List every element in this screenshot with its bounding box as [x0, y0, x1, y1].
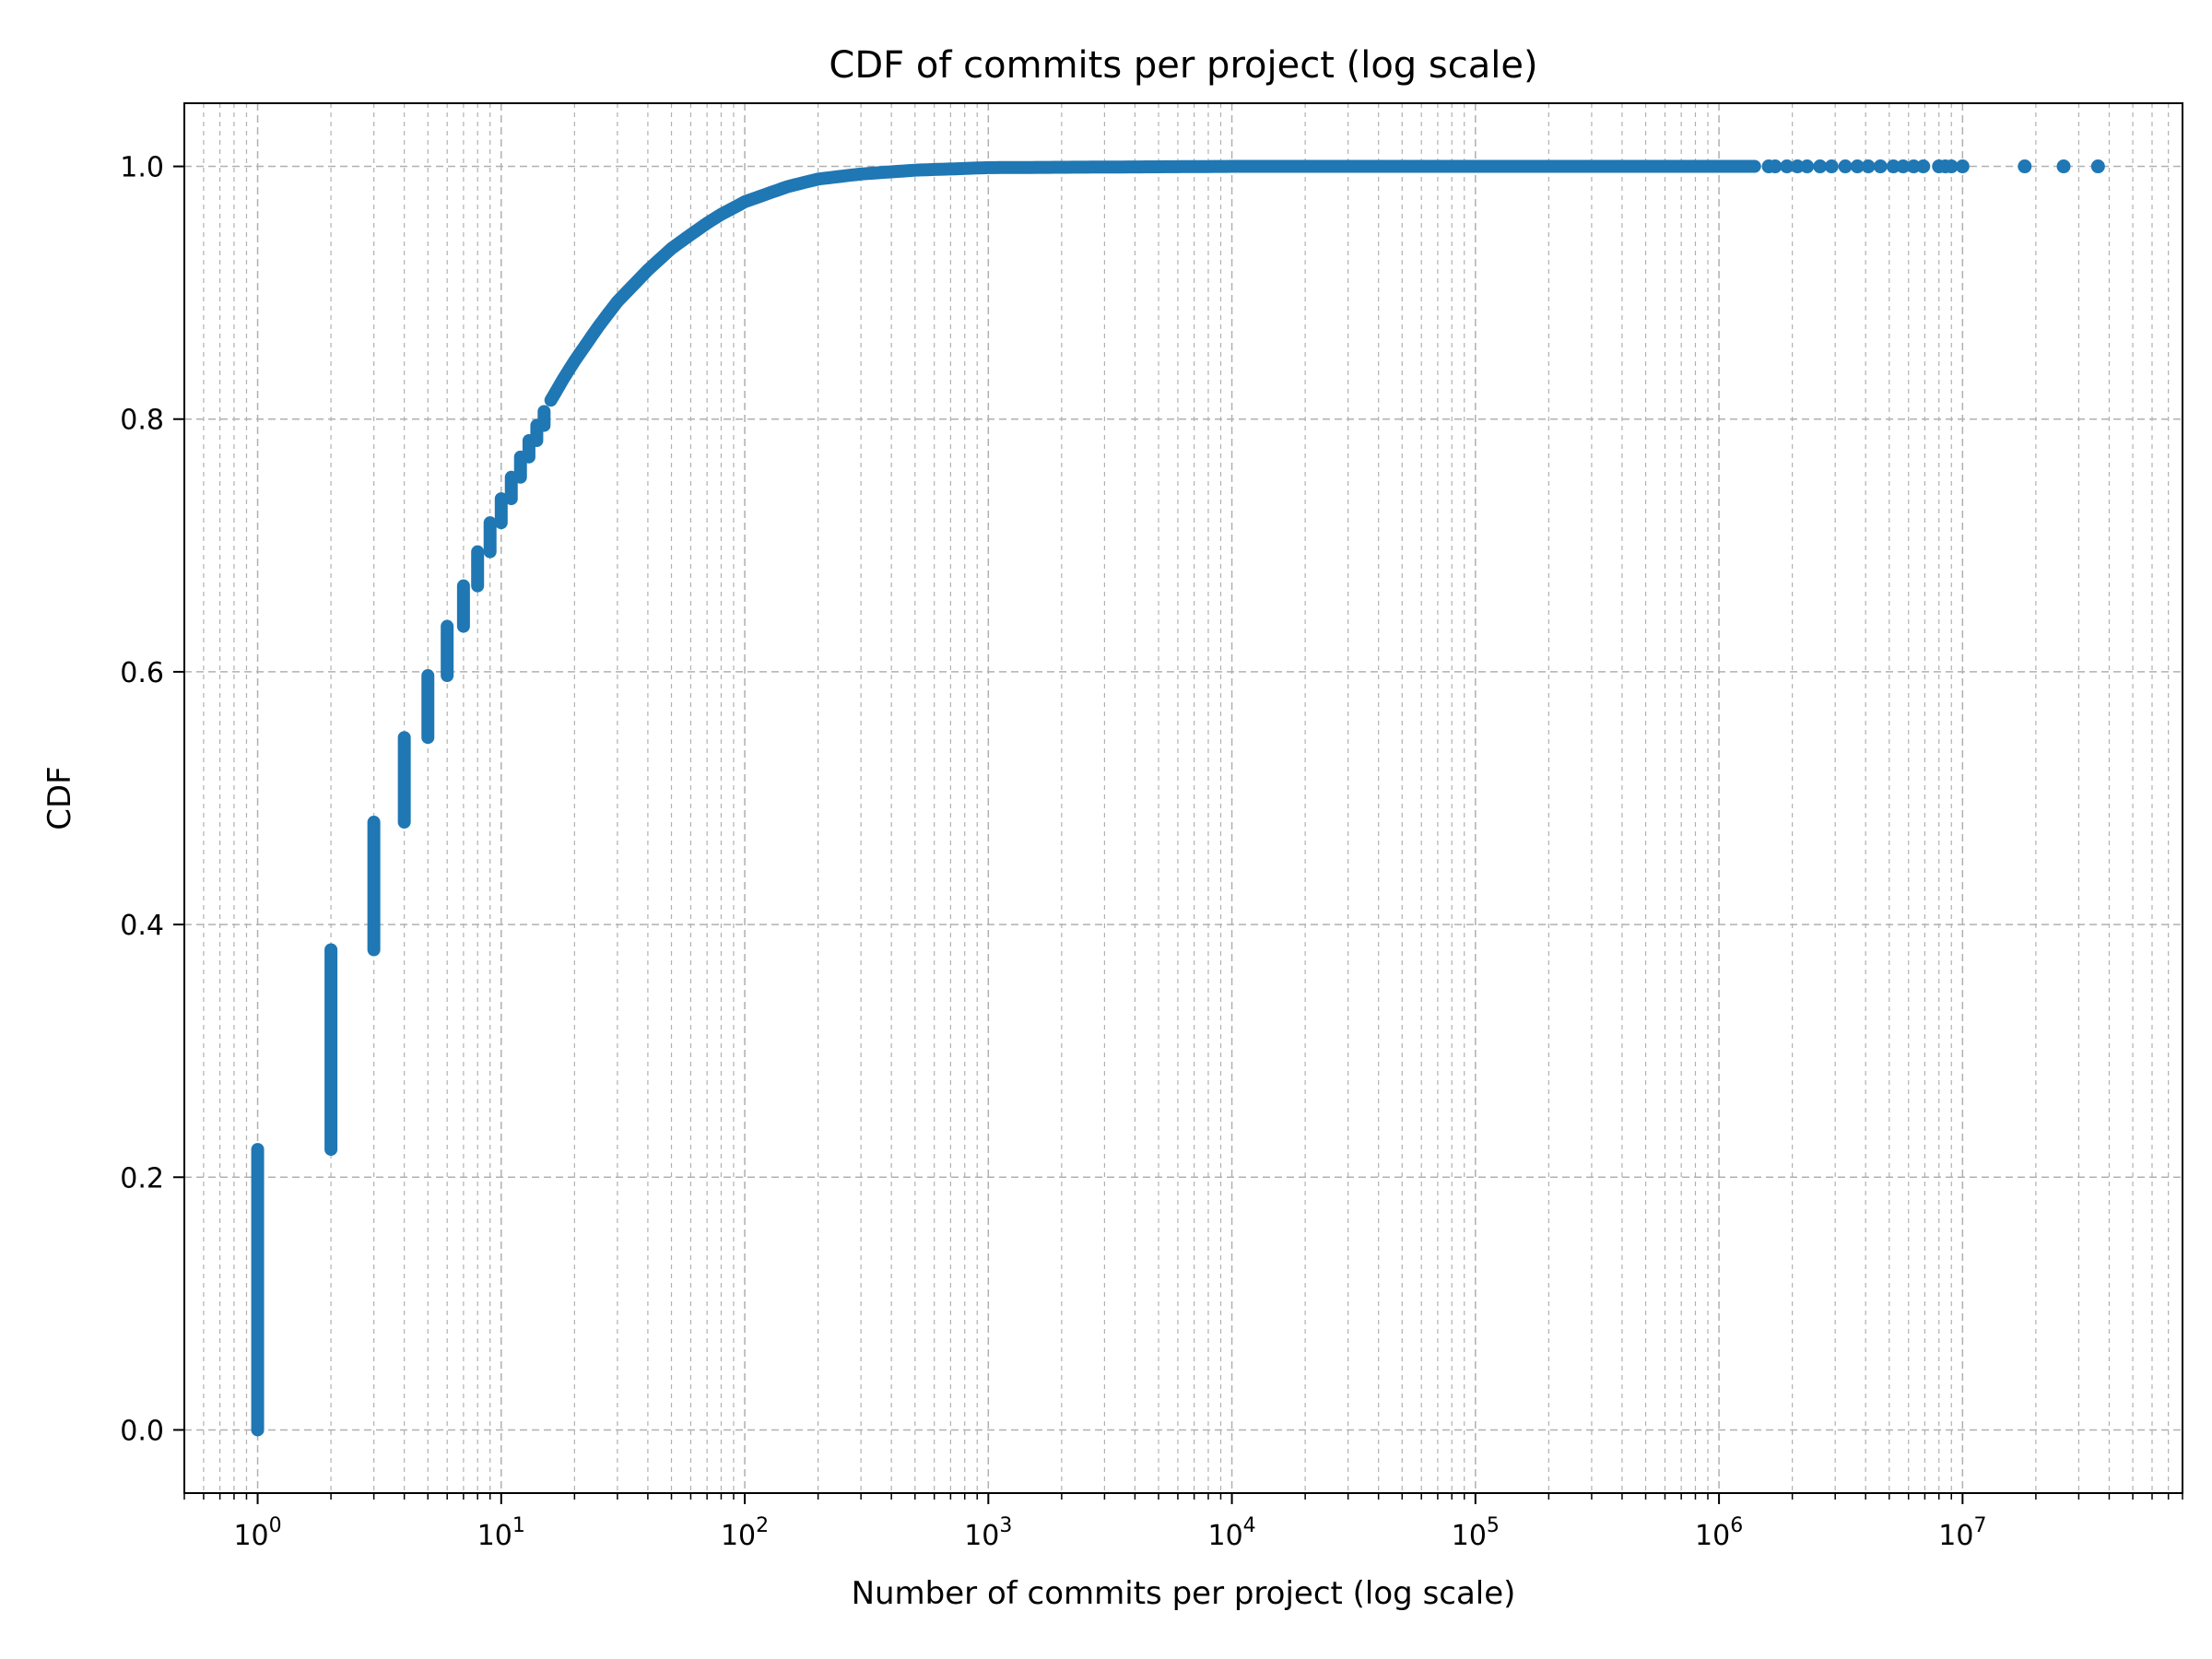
x-tick-label: 104	[1207, 1514, 1255, 1552]
cdf-series	[251, 159, 2105, 1437]
cdf-tail-point	[1824, 159, 1839, 174]
cdf-tail-point	[1916, 159, 1931, 174]
cdf-tail-point	[1813, 159, 1828, 174]
y-tick-label: 0.0	[120, 1415, 164, 1447]
x-tick-label: 105	[1452, 1514, 1500, 1552]
cdf-tail-point	[1873, 159, 1888, 174]
cdf-curve	[544, 159, 1761, 407]
y-axis-label: CDF	[41, 766, 78, 830]
cdf-tail-point	[1838, 159, 1853, 174]
cdf-tail-point	[1944, 159, 1959, 174]
plot-frame	[183, 102, 2183, 1494]
cdf-tail-point	[1886, 159, 1900, 174]
cdf-tail-point	[1800, 159, 1815, 174]
y-tick-label: 1.0	[120, 152, 164, 184]
x-axis-label: Number of commits per project (log scale…	[852, 1575, 1516, 1612]
x-tick-label: 106	[1695, 1514, 1743, 1552]
axis-ticks: 100 101 102 103 104 105 106 107 0.0 0.2 0.4 0.6 0.8 1…	[120, 152, 2183, 1552]
x-tick-label: 102	[721, 1514, 769, 1552]
cdf-tail-point	[2056, 159, 2071, 174]
x-tick-label: 101	[477, 1514, 525, 1552]
y-tick-label: 0.2	[120, 1162, 164, 1194]
cdf-tail-point	[1768, 159, 1783, 174]
x-tick-label: 107	[1938, 1514, 1986, 1552]
cdf-tail-point	[2090, 159, 2105, 174]
cdf-tail-point	[1780, 159, 1794, 174]
x-tick-label: 103	[964, 1514, 1012, 1552]
y-tick-label: 0.4	[120, 910, 164, 942]
y-tick-label: 0.6	[120, 657, 164, 689]
cdf-tail-point	[1790, 159, 1805, 174]
y-tick-label: 0.8	[120, 405, 164, 437]
x-tick-label: 100	[233, 1514, 281, 1552]
cdf-tail-point	[1955, 159, 1970, 174]
cdf-tail-point	[1850, 159, 1865, 174]
cdf-tail-point	[1906, 159, 1921, 174]
chart-title: CDF of commits per project (log scale)	[829, 44, 1537, 87]
cdf-tail-point	[1896, 159, 1911, 174]
cdf-tail-point	[1861, 159, 1876, 174]
cdf-tail-point	[2018, 159, 2032, 174]
